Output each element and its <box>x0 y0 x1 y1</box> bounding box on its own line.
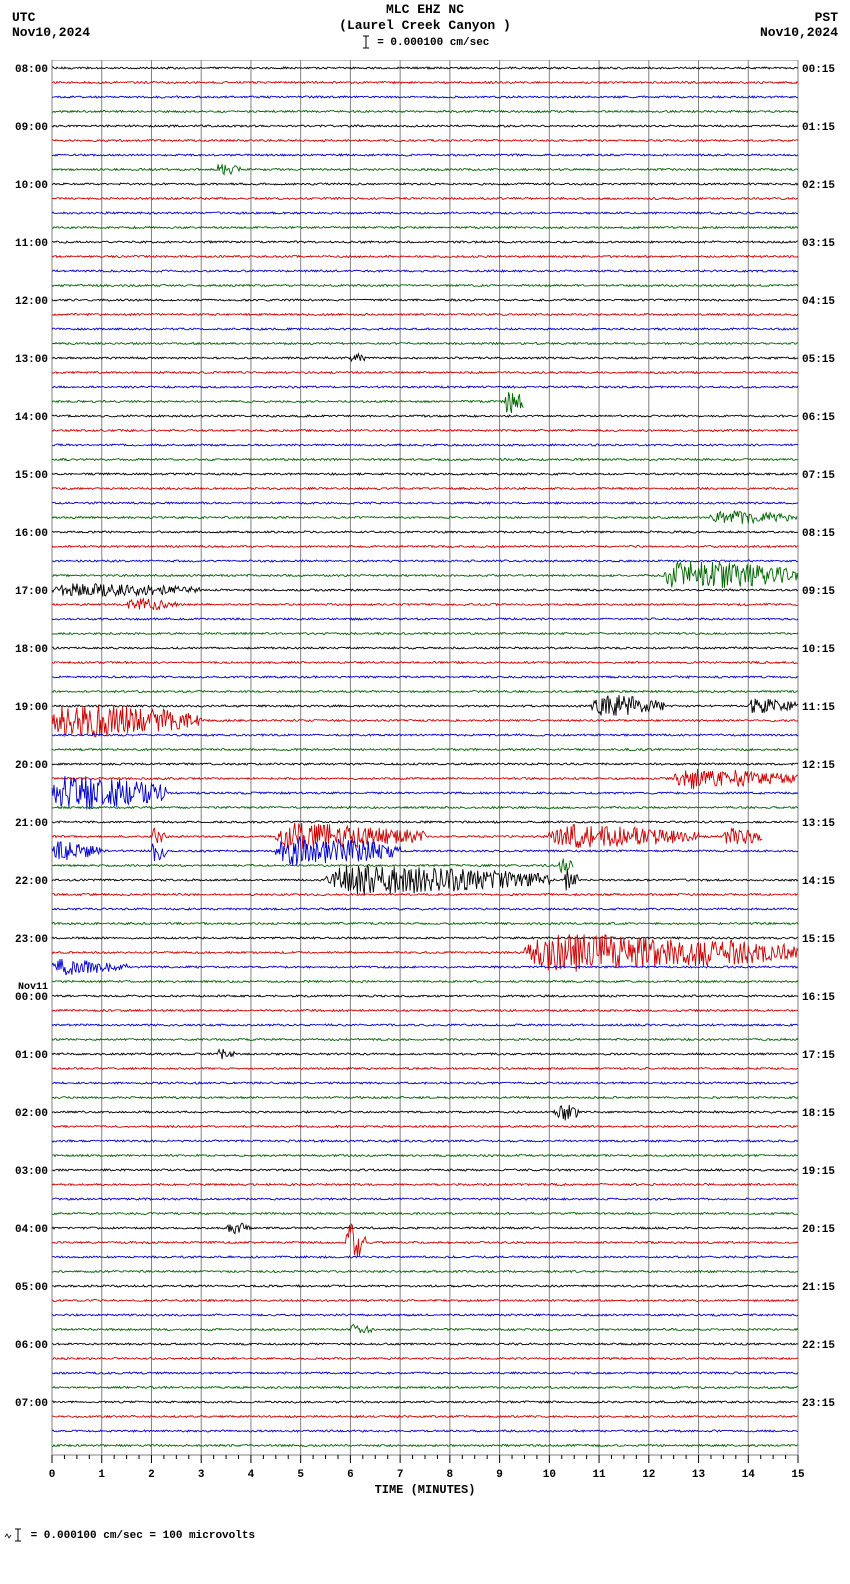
svg-text:5: 5 <box>297 1469 304 1481</box>
svg-text:19:00: 19:00 <box>15 702 48 714</box>
svg-text:01:15: 01:15 <box>802 122 835 134</box>
svg-text:6: 6 <box>347 1469 354 1481</box>
svg-text:00:00: 00:00 <box>15 992 48 1004</box>
svg-text:08:15: 08:15 <box>802 528 835 540</box>
svg-text:13:15: 13:15 <box>802 818 835 830</box>
svg-text:9: 9 <box>496 1469 503 1481</box>
svg-text:16:15: 16:15 <box>802 992 835 1004</box>
plot-title-block: MLC EHZ NC (Laurel Creek Canyon ) = 0.00… <box>0 0 850 50</box>
svg-text:23:15: 23:15 <box>802 1398 835 1410</box>
svg-text:3: 3 <box>198 1469 205 1481</box>
pst-zone-label: PST Nov10,2024 <box>760 10 838 40</box>
svg-text:TIME (MINUTES): TIME (MINUTES) <box>375 1483 476 1497</box>
scale-text: = 0.000100 cm/sec <box>377 36 489 48</box>
svg-text:15:15: 15:15 <box>802 934 835 946</box>
svg-text:12:00: 12:00 <box>15 296 48 308</box>
svg-text:05:00: 05:00 <box>15 1282 48 1294</box>
pst-text: PST <box>815 10 838 25</box>
svg-text:10:00: 10:00 <box>15 180 48 192</box>
svg-text:04:15: 04:15 <box>802 296 835 308</box>
svg-text:19:15: 19:15 <box>802 1166 835 1178</box>
svg-text:03:15: 03:15 <box>802 238 835 250</box>
svg-text:09:15: 09:15 <box>802 586 835 598</box>
svg-text:16:00: 16:00 <box>15 528 48 540</box>
station-title: MLC EHZ NC <box>0 2 850 18</box>
svg-text:14:00: 14:00 <box>15 412 48 424</box>
svg-text:13: 13 <box>692 1469 706 1481</box>
pst-date: Nov10,2024 <box>760 25 838 40</box>
station-subtitle: (Laurel Creek Canyon ) <box>0 18 850 34</box>
svg-text:22:00: 22:00 <box>15 876 48 888</box>
svg-text:03:00: 03:00 <box>15 1166 48 1178</box>
svg-text:10: 10 <box>543 1469 556 1481</box>
svg-text:7: 7 <box>397 1469 404 1481</box>
svg-text:02:00: 02:00 <box>15 1108 48 1120</box>
seismogram-plot: 0123456789101112131415TIME (MINUTES)08:0… <box>0 60 850 1520</box>
svg-text:11:15: 11:15 <box>802 702 835 714</box>
svg-text:20:00: 20:00 <box>15 760 48 772</box>
svg-text:15: 15 <box>791 1469 805 1481</box>
svg-text:20:15: 20:15 <box>802 1224 835 1236</box>
svg-text:09:00: 09:00 <box>15 122 48 134</box>
svg-text:18:00: 18:00 <box>15 644 48 656</box>
footer-scale-text: = 0.000100 cm/sec = 100 microvolts <box>31 1530 255 1542</box>
plot-header: UTC Nov10,2024 PST Nov10,2024 MLC EHZ NC… <box>0 0 850 60</box>
svg-text:17:00: 17:00 <box>15 586 48 598</box>
svg-text:12: 12 <box>642 1469 655 1481</box>
svg-text:04:00: 04:00 <box>15 1224 48 1236</box>
utc-date: Nov10,2024 <box>12 25 90 40</box>
svg-text:15:00: 15:00 <box>15 470 48 482</box>
svg-text:06:15: 06:15 <box>802 412 835 424</box>
svg-text:14: 14 <box>742 1469 756 1481</box>
svg-text:05:15: 05:15 <box>802 354 835 366</box>
svg-text:06:00: 06:00 <box>15 1340 48 1352</box>
svg-text:21:00: 21:00 <box>15 818 48 830</box>
seismogram-svg: 0123456789101112131415TIME (MINUTES)08:0… <box>0 60 850 1515</box>
svg-text:22:15: 22:15 <box>802 1340 835 1352</box>
utc-text: UTC <box>12 10 35 25</box>
svg-text:11: 11 <box>592 1469 606 1481</box>
utc-zone-label: UTC Nov10,2024 <box>12 10 90 40</box>
svg-text:23:00: 23:00 <box>15 934 48 946</box>
svg-text:0: 0 <box>49 1469 56 1481</box>
svg-text:2: 2 <box>148 1469 155 1481</box>
svg-text:1: 1 <box>98 1469 105 1481</box>
svg-text:08:00: 08:00 <box>15 64 48 76</box>
svg-text:10:15: 10:15 <box>802 644 835 656</box>
svg-text:18:15: 18:15 <box>802 1108 835 1120</box>
svg-text:12:15: 12:15 <box>802 760 835 772</box>
svg-text:4: 4 <box>248 1469 255 1481</box>
svg-text:17:15: 17:15 <box>802 1050 835 1062</box>
svg-text:00:15: 00:15 <box>802 64 835 76</box>
svg-text:8: 8 <box>447 1469 454 1481</box>
svg-text:11:00: 11:00 <box>15 238 48 250</box>
svg-text:13:00: 13:00 <box>15 354 48 366</box>
svg-text:01:00: 01:00 <box>15 1050 48 1062</box>
scale-indicator: = 0.000100 cm/sec <box>0 35 850 51</box>
plot-footer: = 0.000100 cm/sec = 100 microvolts <box>0 1520 850 1550</box>
svg-text:21:15: 21:15 <box>802 1282 835 1294</box>
svg-text:02:15: 02:15 <box>802 180 835 192</box>
svg-text:14:15: 14:15 <box>802 876 835 888</box>
svg-text:07:15: 07:15 <box>802 470 835 482</box>
svg-text:07:00: 07:00 <box>15 1398 48 1410</box>
